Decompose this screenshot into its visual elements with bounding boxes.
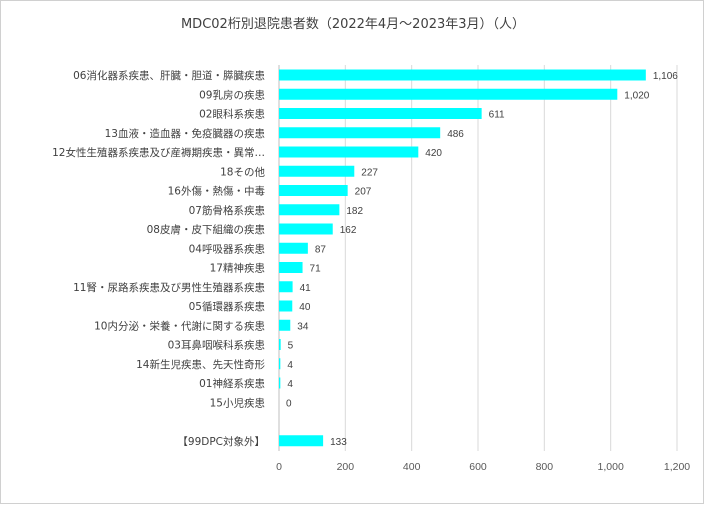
bar (279, 127, 441, 139)
x-tick-label: 200 (337, 461, 355, 473)
category-label: 02眼科系疾患 (199, 108, 265, 121)
x-axis-ticks: 0 200 400 600 800 1,000 1,200 (276, 461, 690, 473)
bar (279, 377, 281, 389)
bar (279, 262, 303, 273)
value-label: 1,106 (653, 71, 678, 82)
bar (279, 185, 348, 196)
category-label: 05循環器系疾患 (189, 300, 265, 313)
category-label: 12女性生殖器系疾患及び産褥期疾患・異常… (52, 146, 265, 159)
value-label: 611 (489, 110, 505, 121)
bar (279, 223, 333, 235)
category-labels: 06消化器系疾患、肝臓・胆道・膵臓疾患 09乳房の疾患 02眼科系疾患 13血液・造血… (52, 69, 265, 448)
value-label: 40 (299, 302, 311, 313)
value-label: 4 (287, 379, 293, 390)
category-label: 17精神疾患 (210, 262, 265, 275)
bars (279, 69, 646, 447)
bar (279, 300, 293, 312)
x-tick-label: 0 (276, 461, 282, 473)
category-label: 01神経系疾患 (199, 377, 265, 390)
bar (279, 435, 324, 447)
value-label: 71 (310, 264, 322, 275)
value-label: 227 (361, 167, 378, 178)
value-label: 182 (346, 206, 363, 217)
bar (279, 281, 293, 293)
bar (279, 358, 281, 370)
category-label: 08皮膚・皮下組織の疾患 (147, 223, 265, 236)
category-label: 13血液・造血器・免疫臓器の疾患 (105, 127, 265, 140)
value-labels: 1,1061,020611486420227207182162877141403… (286, 71, 678, 448)
value-label: 5 (288, 341, 294, 352)
x-tick-label: 400 (403, 461, 421, 473)
category-label: 04呼吸器系疾患 (189, 242, 265, 255)
bar (279, 204, 340, 216)
x-tick-label: 800 (536, 461, 554, 473)
gridlines (278, 65, 678, 451)
value-label: 162 (340, 225, 357, 236)
chart-title: MDC02桁別退院患者数（2022年4月～2023年3月）（人） (181, 17, 525, 32)
category-label: 03耳鼻咽喉科系疾患 (168, 339, 265, 352)
bar (279, 88, 618, 100)
value-label: 87 (315, 244, 327, 255)
value-label: 207 (355, 187, 372, 198)
value-label: 41 (300, 283, 312, 294)
x-tick-label: 1,200 (664, 461, 690, 473)
bar (279, 165, 355, 177)
value-label: 0 (286, 398, 292, 409)
category-label: 09乳房の疾患 (199, 88, 265, 101)
bar (279, 319, 291, 331)
category-label: 18その他 (220, 165, 265, 178)
category-label: 15小児疾患 (210, 396, 265, 409)
bar (279, 69, 646, 81)
value-label: 1,020 (624, 90, 649, 101)
bar (279, 146, 419, 158)
value-label: 420 (425, 148, 442, 159)
value-label: 486 (447, 129, 464, 140)
bar (279, 108, 482, 119)
category-label: 11腎・尿路系疾患及び男性生殖器系疾患 (73, 281, 265, 294)
value-label: 34 (297, 321, 309, 332)
x-tick-label: 1,000 (598, 461, 624, 473)
value-label: 4 (287, 360, 293, 371)
category-label: 14新生児疾患、先天性奇形 (136, 358, 265, 371)
bar (279, 339, 281, 350)
category-label: 06消化器系疾患、肝臓・胆道・膵臓疾患 (73, 69, 265, 82)
x-tick-label: 600 (469, 461, 487, 473)
category-label: 10内分泌・栄養・代謝に関する疾患 (94, 319, 265, 332)
value-label: 133 (330, 437, 347, 448)
category-label: 07筋骨格系疾患 (189, 204, 265, 217)
bar (279, 242, 308, 254)
category-label: 【99DPC対象外】 (177, 435, 265, 448)
category-label: 16外傷・熱傷・中毒 (168, 185, 266, 198)
